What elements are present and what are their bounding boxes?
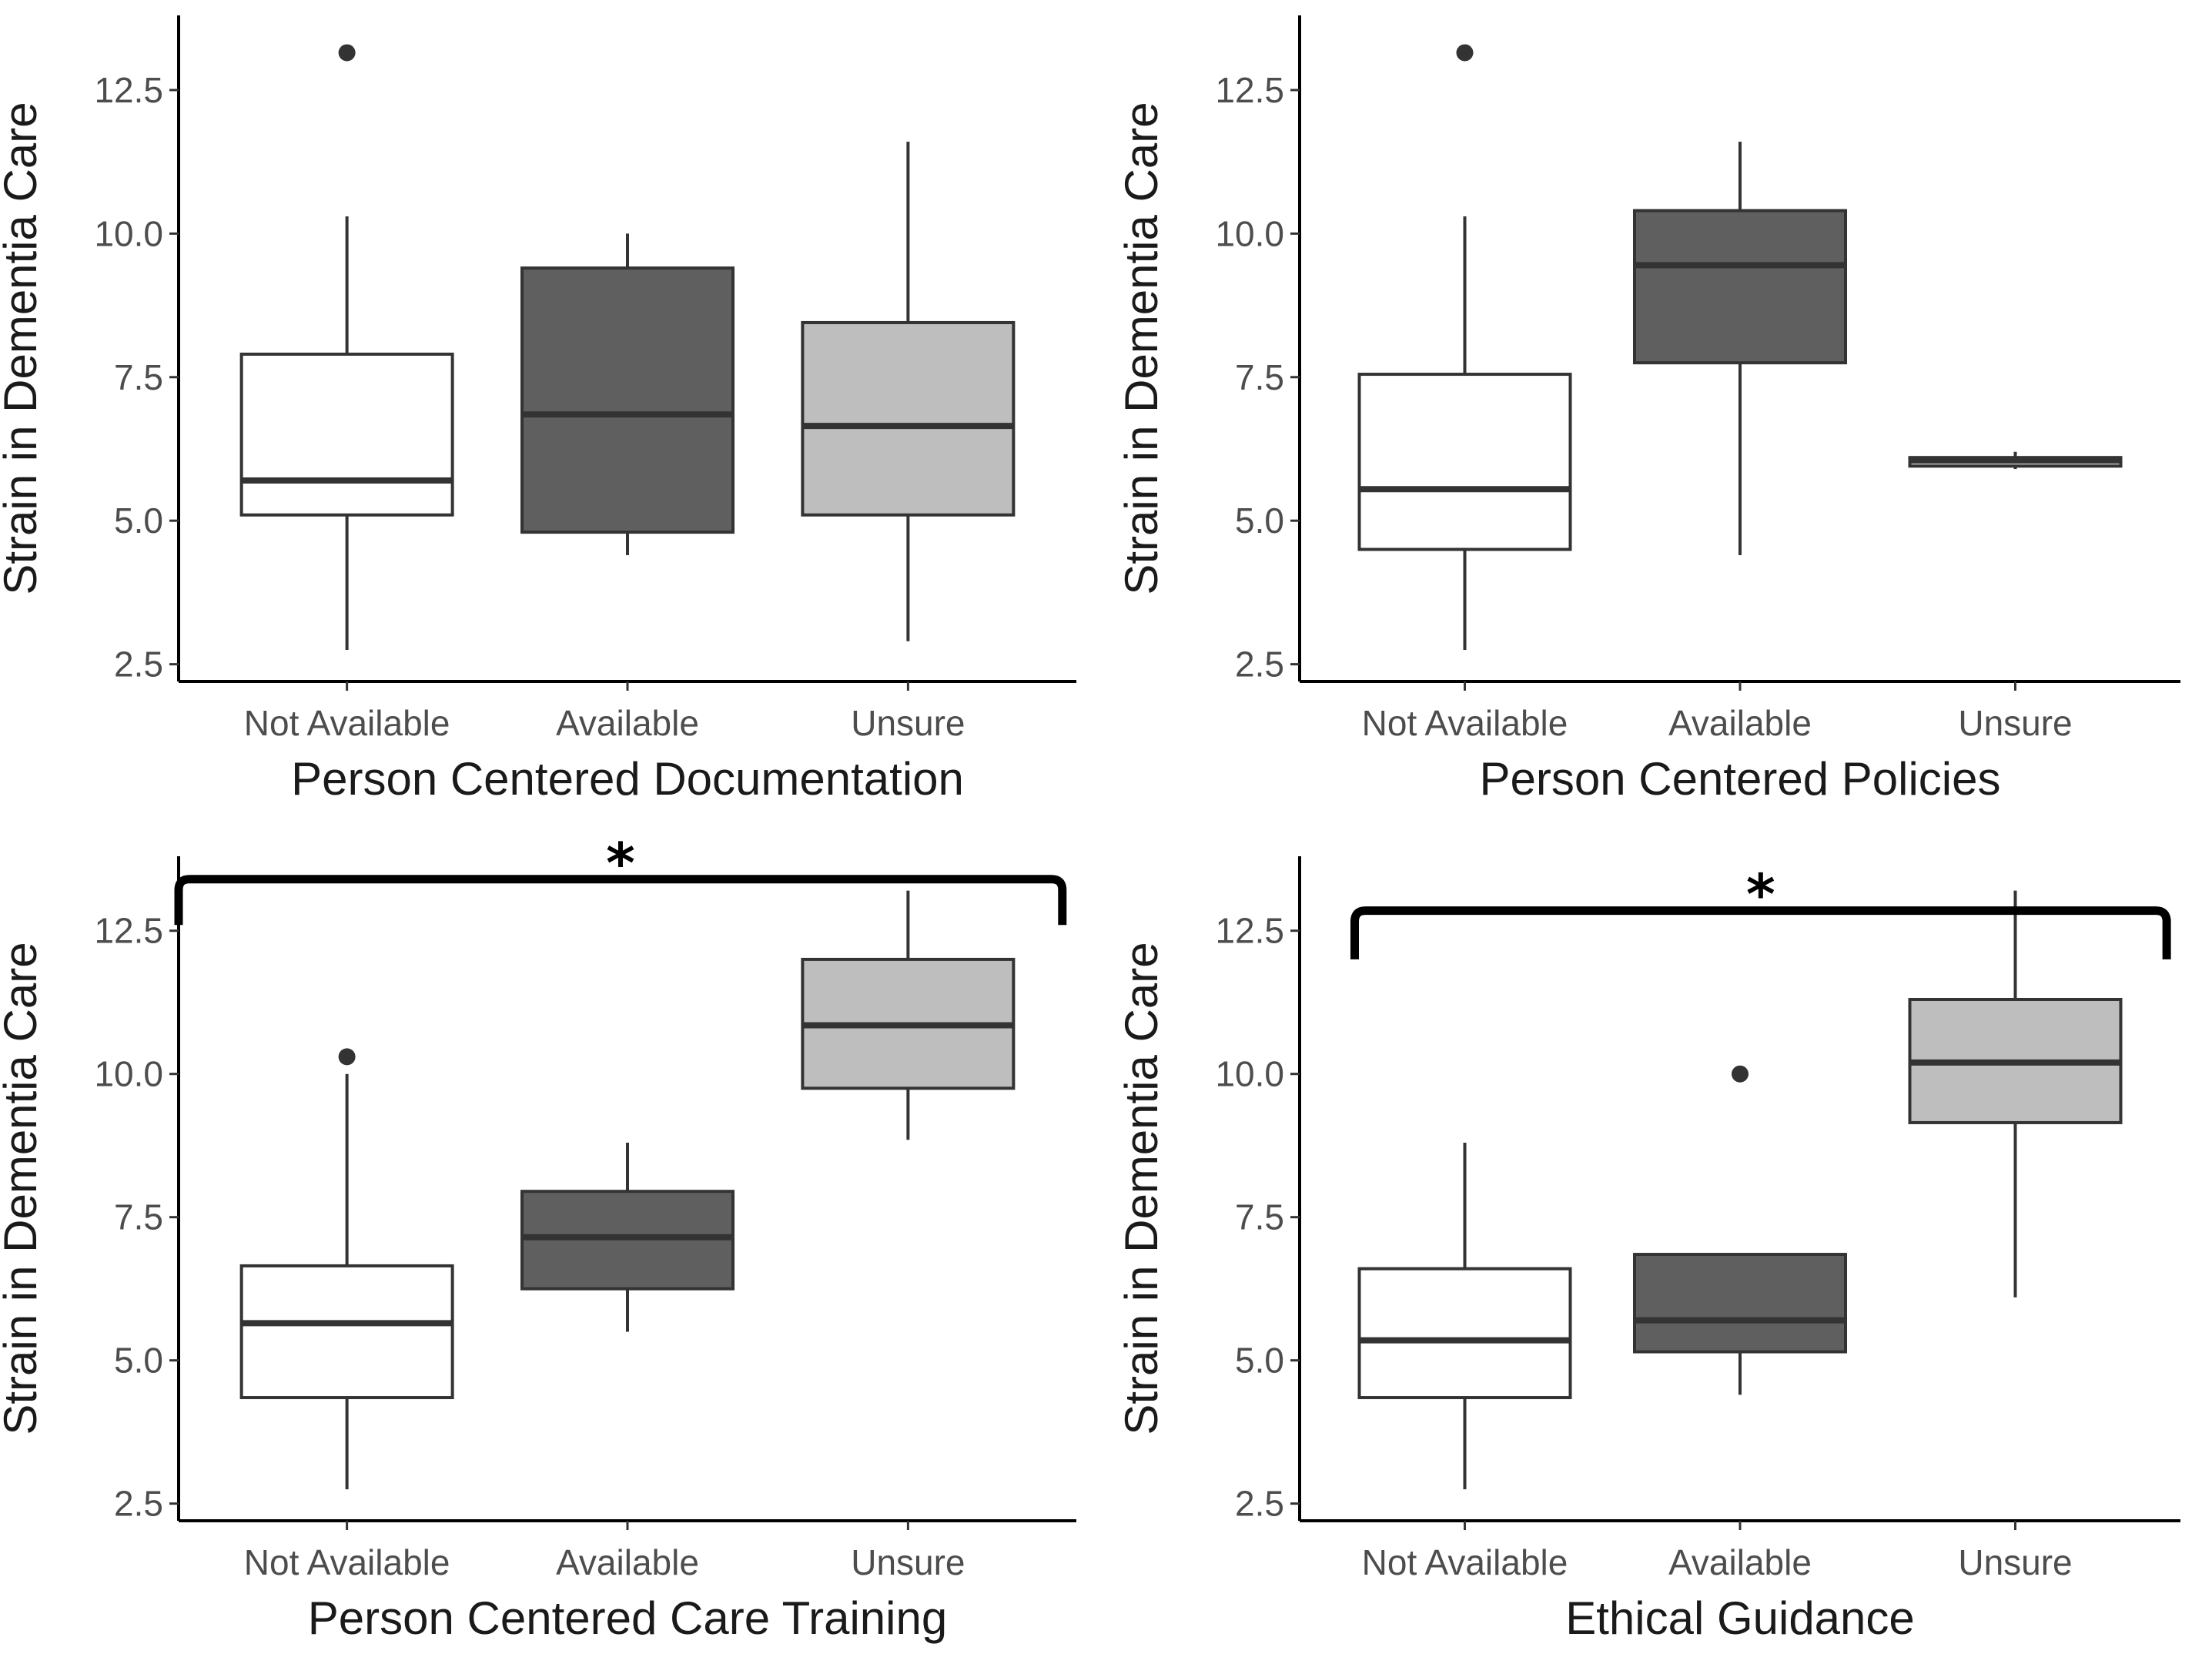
x-tick-label: Available [556,1542,699,1582]
panel-2: 2.5 5.0 7.5 10.0 12.5 Not Available Available U… [1116,15,2180,805]
outlier-point [1732,1065,1749,1083]
box-unsure [1908,451,2123,470]
y-tick-label: 12.5 [1215,911,1284,951]
box-not-available [239,1048,454,1490]
y-tick-label: 5.0 [114,501,163,541]
y-tick-label: 2.5 [1235,645,1284,685]
box-body [801,320,1016,517]
y-tick-label: 5.0 [1235,1341,1284,1381]
y-tick-label: 12.5 [1215,70,1284,110]
box-unsure [801,890,1016,1140]
y-tick-label: 5.0 [114,1341,163,1381]
x-tick-label: Unsure [1958,1542,2072,1582]
box-body [239,1264,454,1400]
x-tick-label: Not Available [1362,1542,1568,1582]
x-tick-label: Unsure [851,703,965,743]
y-tick-label: 12.5 [94,911,163,951]
y-tick-label: 12.5 [94,70,163,110]
y-axis-title: Strain in Dementia Care [0,942,46,1435]
box-available [520,233,735,555]
box-body [1633,1253,1847,1354]
y-tick-label: 5.0 [1235,501,1284,541]
panel-1: 2.5 5.0 7.5 10.0 12.5 Not Available Available U… [0,15,1076,805]
outlier-point [1456,44,1474,62]
y-tick-label: 10.0 [94,1054,163,1094]
box-not-available [239,44,454,650]
x-axis-title: Ethical Guidance [1565,1592,1915,1644]
significance-bracket [1350,906,2171,959]
y-tick-label: 7.5 [1235,357,1284,397]
y-tick-label: 10.0 [1215,213,1284,253]
x-tick-label: Not Available [244,703,450,743]
y-tick-label: 7.5 [1235,1197,1284,1237]
box-body [1633,209,1847,365]
x-tick-label: Not Available [1362,703,1568,743]
box-body [520,266,735,534]
y-axis-title: Strain in Dementia Care [1116,942,1167,1435]
outlier-point [338,1048,356,1066]
significance-label: * [1746,862,1775,927]
box-body [1357,1267,1572,1400]
y-tick-label: 7.5 [114,1197,163,1237]
y-tick-label: 2.5 [114,1484,163,1524]
x-axis-title: Person Centered Documentation [291,753,964,805]
y-tick-label: 2.5 [1235,1484,1284,1524]
y-axis-title: Strain in Dementia Care [0,102,46,594]
y-tick-label: 10.0 [1215,1054,1284,1094]
box-not-available [1357,44,1572,650]
significance-label: * [606,831,635,896]
box-available [1633,142,1847,555]
box-body [1357,373,1572,551]
x-tick-label: Available [556,703,699,743]
x-tick-label: Unsure [851,1542,965,1582]
box-not-available [1357,1142,1572,1490]
panel-3: 2.5 5.0 7.5 10.0 12.5 Not Available Available U… [0,831,1076,1644]
y-axis-title: Strain in Dementia Care [1116,102,1167,594]
x-tick-label: Available [1668,703,1812,743]
y-tick-label: 10.0 [94,213,163,253]
x-tick-label: Available [1668,1542,1812,1582]
x-tick-label: Unsure [1958,703,2072,743]
y-tick-label: 7.5 [114,357,163,397]
y-tick-label: 2.5 [114,645,163,685]
x-axis-title: Person Centered Care Training [308,1592,947,1644]
box-body [239,352,454,517]
box-unsure [1908,890,2123,1297]
box-unsure [801,142,1016,641]
box-available [520,1142,735,1332]
box-available [1633,1065,1847,1395]
panel-4: 2.5 5.0 7.5 10.0 12.5 Not Available Available U… [1116,856,2180,1644]
significance-bracket [174,875,1067,926]
x-tick-label: Not Available [244,1542,450,1582]
x-axis-title: Person Centered Policies [1479,753,2000,805]
outlier-point [338,44,356,62]
